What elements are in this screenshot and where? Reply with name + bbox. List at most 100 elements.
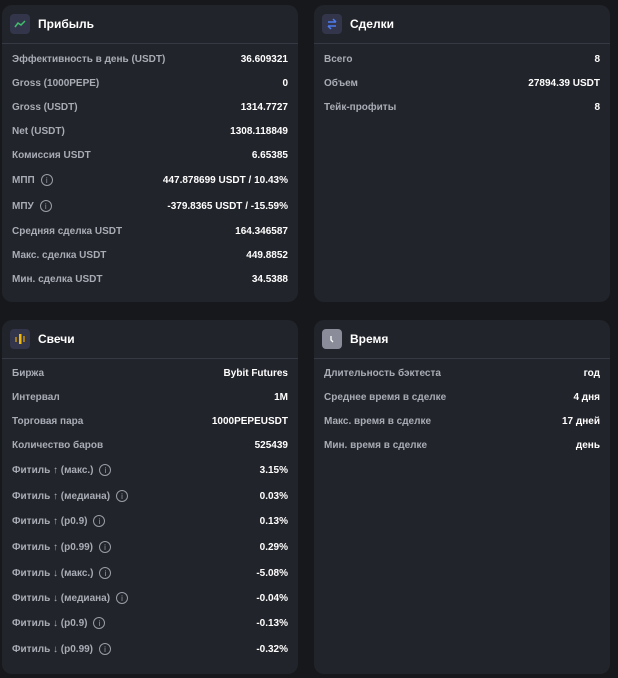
- stat-label: Фитиль ↑ (макс.) i: [12, 464, 112, 476]
- candlestick-icon: [10, 329, 30, 349]
- stat-value: 8: [594, 53, 600, 65]
- stat-value: 6.65385: [251, 149, 288, 161]
- stat-row: Макс. время в сделке 17 дней: [324, 413, 600, 429]
- stat-row: Фитиль ↑ (медиана) i 0.03%: [12, 488, 288, 504]
- stat-value: день: [575, 439, 600, 451]
- profit-card: Прибыль Эффективность в день (USDT) 36.60…: [2, 5, 298, 302]
- stat-row: Макс. сделка USDT 449.8852: [12, 247, 288, 263]
- stat-label: Интервал: [12, 392, 60, 403]
- stat-value: 449.8852: [246, 249, 288, 261]
- stat-value: 0.29%: [259, 541, 288, 553]
- info-icon[interactable]: i: [99, 541, 112, 553]
- stat-row: Тейк-профиты 8: [324, 99, 600, 115]
- stat-label-text: Фитиль ↓ (медиана): [12, 592, 111, 604]
- info-icon[interactable]: i: [93, 515, 106, 527]
- stat-label-text: Gross (USDT): [12, 101, 78, 113]
- stat-row: Количество баров 525439: [12, 437, 288, 453]
- info-icon[interactable]: i: [39, 200, 52, 212]
- stat-label-text: Фитиль ↓ (p0.9): [12, 617, 88, 629]
- stat-label-text: МПП: [12, 174, 35, 186]
- info-icon[interactable]: i: [99, 643, 112, 655]
- stat-label-text: Net (USDT): [12, 125, 65, 137]
- stat-value: 8: [594, 101, 600, 113]
- stat-row: Биржа Bybit Futures: [12, 365, 288, 381]
- stat-label-text: Эффективность в день (USDT): [12, 53, 166, 65]
- stat-label-text: Тейк-профиты: [324, 101, 397, 113]
- stat-value: 0.13%: [259, 515, 288, 527]
- stat-label: Мин. время в сделке: [324, 440, 427, 451]
- stat-label-text: МПУ: [12, 200, 34, 212]
- trend-line-icon: [10, 14, 30, 34]
- stat-label-text: Количество баров: [12, 439, 104, 451]
- stat-value: -0.04%: [256, 592, 288, 604]
- stat-label: МПУ i: [12, 200, 52, 212]
- stat-label: Фитиль ↑ (p0.9) i: [12, 515, 106, 527]
- stat-row: Мин. время в сделке день: [324, 437, 600, 453]
- stat-label-text: Комиссия USDT: [12, 149, 91, 161]
- stat-label: Объем: [324, 78, 358, 89]
- stat-row: Фитиль ↑ (p0.99) i 0.29%: [12, 539, 288, 555]
- stat-row: Фитиль ↓ (p0.9) i -0.13%: [12, 615, 288, 631]
- stat-row: Фитиль ↓ (макс.) i -5.08%: [12, 565, 288, 581]
- stat-value: 447.878699 USDT / 10.43%: [162, 174, 288, 186]
- stat-label-text: Мин. сделка USDT: [12, 273, 103, 285]
- stat-label: Фитиль ↓ (медиана) i: [12, 592, 129, 604]
- stat-row: Фитиль ↑ (p0.9) i 0.13%: [12, 513, 288, 529]
- stat-label-text: Фитиль ↓ (макс.): [12, 567, 94, 579]
- stat-label: Макс. время в сделке: [324, 416, 431, 427]
- stat-row: Gross (1000PEPE) 0: [12, 75, 288, 91]
- stat-label-text: Макс. время в сделке: [324, 415, 432, 427]
- stat-value: 1000PEPEUSDT: [211, 415, 288, 427]
- stat-value: -0.13%: [256, 617, 288, 629]
- stat-row: Торговая пара 1000PEPEUSDT: [12, 413, 288, 429]
- info-icon[interactable]: i: [93, 617, 106, 629]
- stat-value: 27894.39 USDT: [528, 77, 600, 89]
- stat-label: Биржа: [12, 368, 44, 379]
- stat-label: Фитиль ↑ (медиана) i: [12, 490, 129, 502]
- card-title: Свечи: [38, 332, 75, 346]
- info-icon[interactable]: i: [116, 592, 129, 604]
- stat-label-text: Gross (1000PEPE): [12, 77, 100, 89]
- stat-row: Всего 8: [324, 51, 600, 67]
- trades-card: Сделки Всего 8 Объем 27894.39 USDT Тейк-проф…: [314, 5, 610, 302]
- stat-label: Net (USDT): [12, 126, 65, 137]
- info-icon[interactable]: i: [99, 464, 112, 476]
- stat-value: 17 дней: [562, 415, 600, 427]
- info-icon[interactable]: i: [40, 174, 53, 186]
- stat-row: Фитиль ↓ (p0.99) i -0.32%: [12, 641, 288, 657]
- stat-label: Всего: [324, 54, 353, 65]
- info-icon[interactable]: i: [99, 567, 112, 579]
- clock-icon: [322, 329, 342, 349]
- stat-row: Среднее время в сделке 4 дня: [324, 389, 600, 405]
- stat-label: Среднее время в сделке: [324, 392, 446, 403]
- stat-label: Торговая пара: [12, 416, 83, 427]
- stat-label: Gross (USDT): [12, 102, 78, 113]
- stat-row: Эффективность в день (USDT) 36.609321: [12, 51, 288, 67]
- stat-label-text: Фитиль ↑ (p0.9): [12, 515, 88, 527]
- stat-value: 1308.118849: [230, 125, 288, 137]
- stat-row: Средняя сделка USDT 164.346587: [12, 223, 288, 239]
- stat-label-text: Фитиль ↓ (p0.99): [12, 643, 94, 655]
- stat-label-text: Длительность бэктеста: [324, 367, 441, 379]
- stat-row: Gross (USDT) 1314.7727: [12, 99, 288, 115]
- stat-label: Макс. сделка USDT: [12, 250, 106, 261]
- stat-row: Мин. сделка USDT 34.5388: [12, 271, 288, 287]
- stat-row: Длительность бэктеста год: [324, 365, 600, 381]
- stat-label: Gross (1000PEPE): [12, 78, 99, 89]
- stat-label: Тейк-профиты: [324, 102, 396, 113]
- stat-label: Комиссия USDT: [12, 150, 91, 161]
- stat-value: 1M: [274, 391, 288, 403]
- stat-label-text: Мин. время в сделке: [324, 439, 428, 451]
- stat-label: Фитиль ↑ (p0.99) i: [12, 541, 112, 553]
- stat-label-text: Всего: [324, 53, 353, 65]
- stat-row: Интервал 1M: [12, 389, 288, 405]
- info-icon[interactable]: i: [116, 490, 129, 502]
- stat-value: 36.609321: [240, 53, 288, 65]
- candles-card: Свечи Биржа Bybit Futures Интервал 1M Торгов…: [2, 320, 298, 674]
- stat-row: Фитиль ↓ (медиана) i -0.04%: [12, 590, 288, 606]
- stat-value: 164.346587: [235, 225, 288, 237]
- stat-label-text: Фитиль ↑ (макс.): [12, 464, 94, 476]
- stat-label: Эффективность в день (USDT): [12, 54, 165, 65]
- stat-value: 34.5388: [251, 273, 288, 285]
- stat-label-text: Торговая пара: [12, 415, 84, 427]
